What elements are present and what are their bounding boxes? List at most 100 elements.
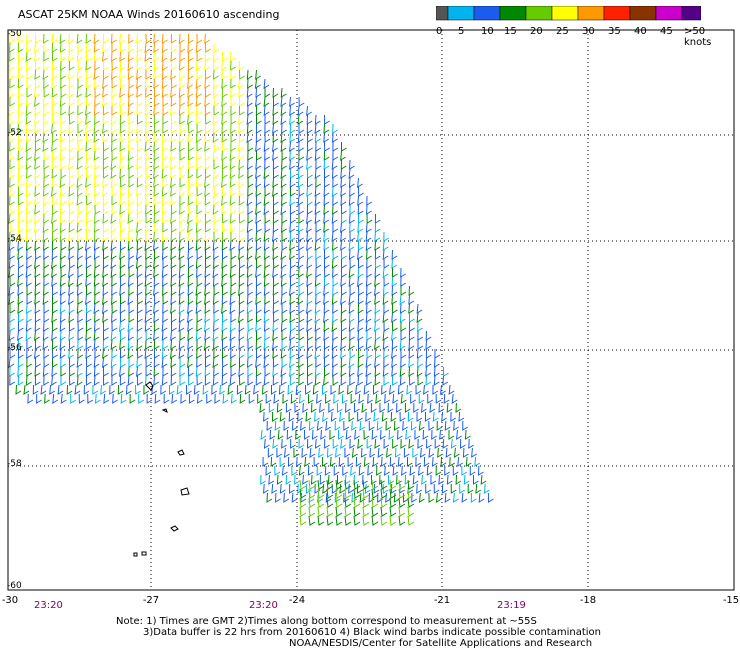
wind-barb — [153, 114, 160, 125]
wind-barb — [59, 231, 66, 242]
wind-barb — [128, 366, 134, 377]
wind-barb — [9, 204, 16, 215]
wind-barb — [289, 123, 296, 134]
wind-barb — [314, 204, 321, 215]
wind-barb — [421, 474, 427, 485]
wind-barb — [326, 515, 334, 526]
wind-barb — [178, 267, 185, 278]
wind-barb — [348, 366, 355, 377]
wind-barb — [367, 393, 373, 404]
wind-barb — [76, 366, 83, 377]
wind-barb — [332, 204, 338, 215]
wind-barb — [264, 123, 271, 134]
wind-barb — [230, 213, 236, 224]
wind-barb — [76, 276, 83, 287]
wind-barb — [179, 78, 185, 89]
wind-barb — [162, 114, 169, 125]
wind-barb — [102, 42, 108, 53]
wind-barb — [448, 430, 455, 440]
wind-barb — [85, 321, 92, 332]
wind-barb — [103, 375, 109, 386]
wind-barb — [285, 403, 292, 413]
wind-barb — [68, 69, 74, 80]
wind-barb — [170, 141, 177, 152]
wind-barb — [282, 393, 289, 404]
wind-barb — [366, 267, 373, 278]
wind-barb — [338, 429, 344, 440]
wind-barb — [195, 195, 202, 206]
wind-barb — [281, 240, 288, 251]
wind-barb — [178, 60, 185, 71]
wind-barb — [187, 78, 193, 89]
wind-barb — [263, 339, 270, 350]
wind-barb — [128, 285, 135, 296]
wind-barb — [289, 132, 296, 143]
wind-barb — [186, 114, 193, 125]
wind-barb — [280, 96, 287, 107]
wind-barb — [119, 204, 126, 215]
wind-barb — [255, 339, 262, 350]
wind-barb — [313, 456, 320, 467]
wind-barb — [288, 483, 295, 494]
wind-barb — [26, 276, 32, 287]
wind-barb — [94, 259, 101, 269]
wind-barb — [69, 357, 75, 368]
wind-barb — [68, 240, 75, 251]
wind-barb — [304, 429, 310, 440]
wind-barb — [68, 60, 75, 71]
wind-barb — [446, 474, 453, 485]
wind-barb — [331, 258, 338, 269]
wind-barb — [85, 375, 92, 386]
wind-barb — [399, 303, 406, 314]
wind-barb — [255, 303, 262, 314]
wind-barb — [51, 42, 58, 53]
wind-barb — [93, 366, 100, 377]
wind-barb — [213, 222, 220, 233]
wind-barb — [230, 205, 237, 215]
wind-barb — [26, 69, 33, 80]
wind-barb — [391, 357, 398, 368]
wind-barb — [374, 285, 380, 296]
wind-barb — [297, 483, 303, 494]
wind-barb — [93, 33, 100, 44]
wind-barb — [238, 267, 245, 278]
wind-barb — [222, 357, 228, 368]
wind-barb — [51, 375, 57, 386]
wind-barb — [382, 330, 389, 341]
wind-barb — [77, 78, 84, 89]
wind-barb — [247, 141, 254, 152]
wind-barb — [179, 114, 186, 125]
wind-barb — [449, 456, 456, 467]
wind-barb — [357, 204, 364, 215]
wind-barb — [343, 492, 350, 503]
wind-barb — [289, 105, 296, 116]
wind-barb — [94, 213, 100, 224]
wind-barb — [355, 384, 362, 395]
wind-barb — [26, 357, 33, 368]
wind-barb — [34, 285, 41, 296]
wind-barb — [76, 222, 83, 233]
wind-barb — [160, 384, 167, 395]
wind-barb — [290, 258, 296, 269]
wind-barb — [431, 429, 437, 440]
wind-barb — [487, 492, 494, 503]
wind-barb — [111, 97, 118, 107]
wind-barb — [298, 357, 304, 368]
wind-barb — [450, 438, 457, 449]
wind-barb — [374, 267, 381, 278]
wind-barb — [391, 285, 398, 296]
wind-barb — [93, 267, 100, 278]
wind-barb — [306, 204, 313, 215]
wind-barb — [286, 429, 293, 440]
wind-barb — [205, 358, 211, 368]
wind-barb — [204, 330, 211, 341]
wind-barb — [111, 186, 118, 197]
wind-barb — [110, 231, 117, 242]
wind-barb — [69, 177, 75, 188]
wind-barb — [344, 506, 352, 517]
wind-barb — [263, 240, 270, 251]
wind-barb — [102, 96, 108, 107]
wind-barb — [51, 240, 58, 251]
wind-barb — [187, 249, 194, 260]
wind-barb — [347, 384, 353, 395]
